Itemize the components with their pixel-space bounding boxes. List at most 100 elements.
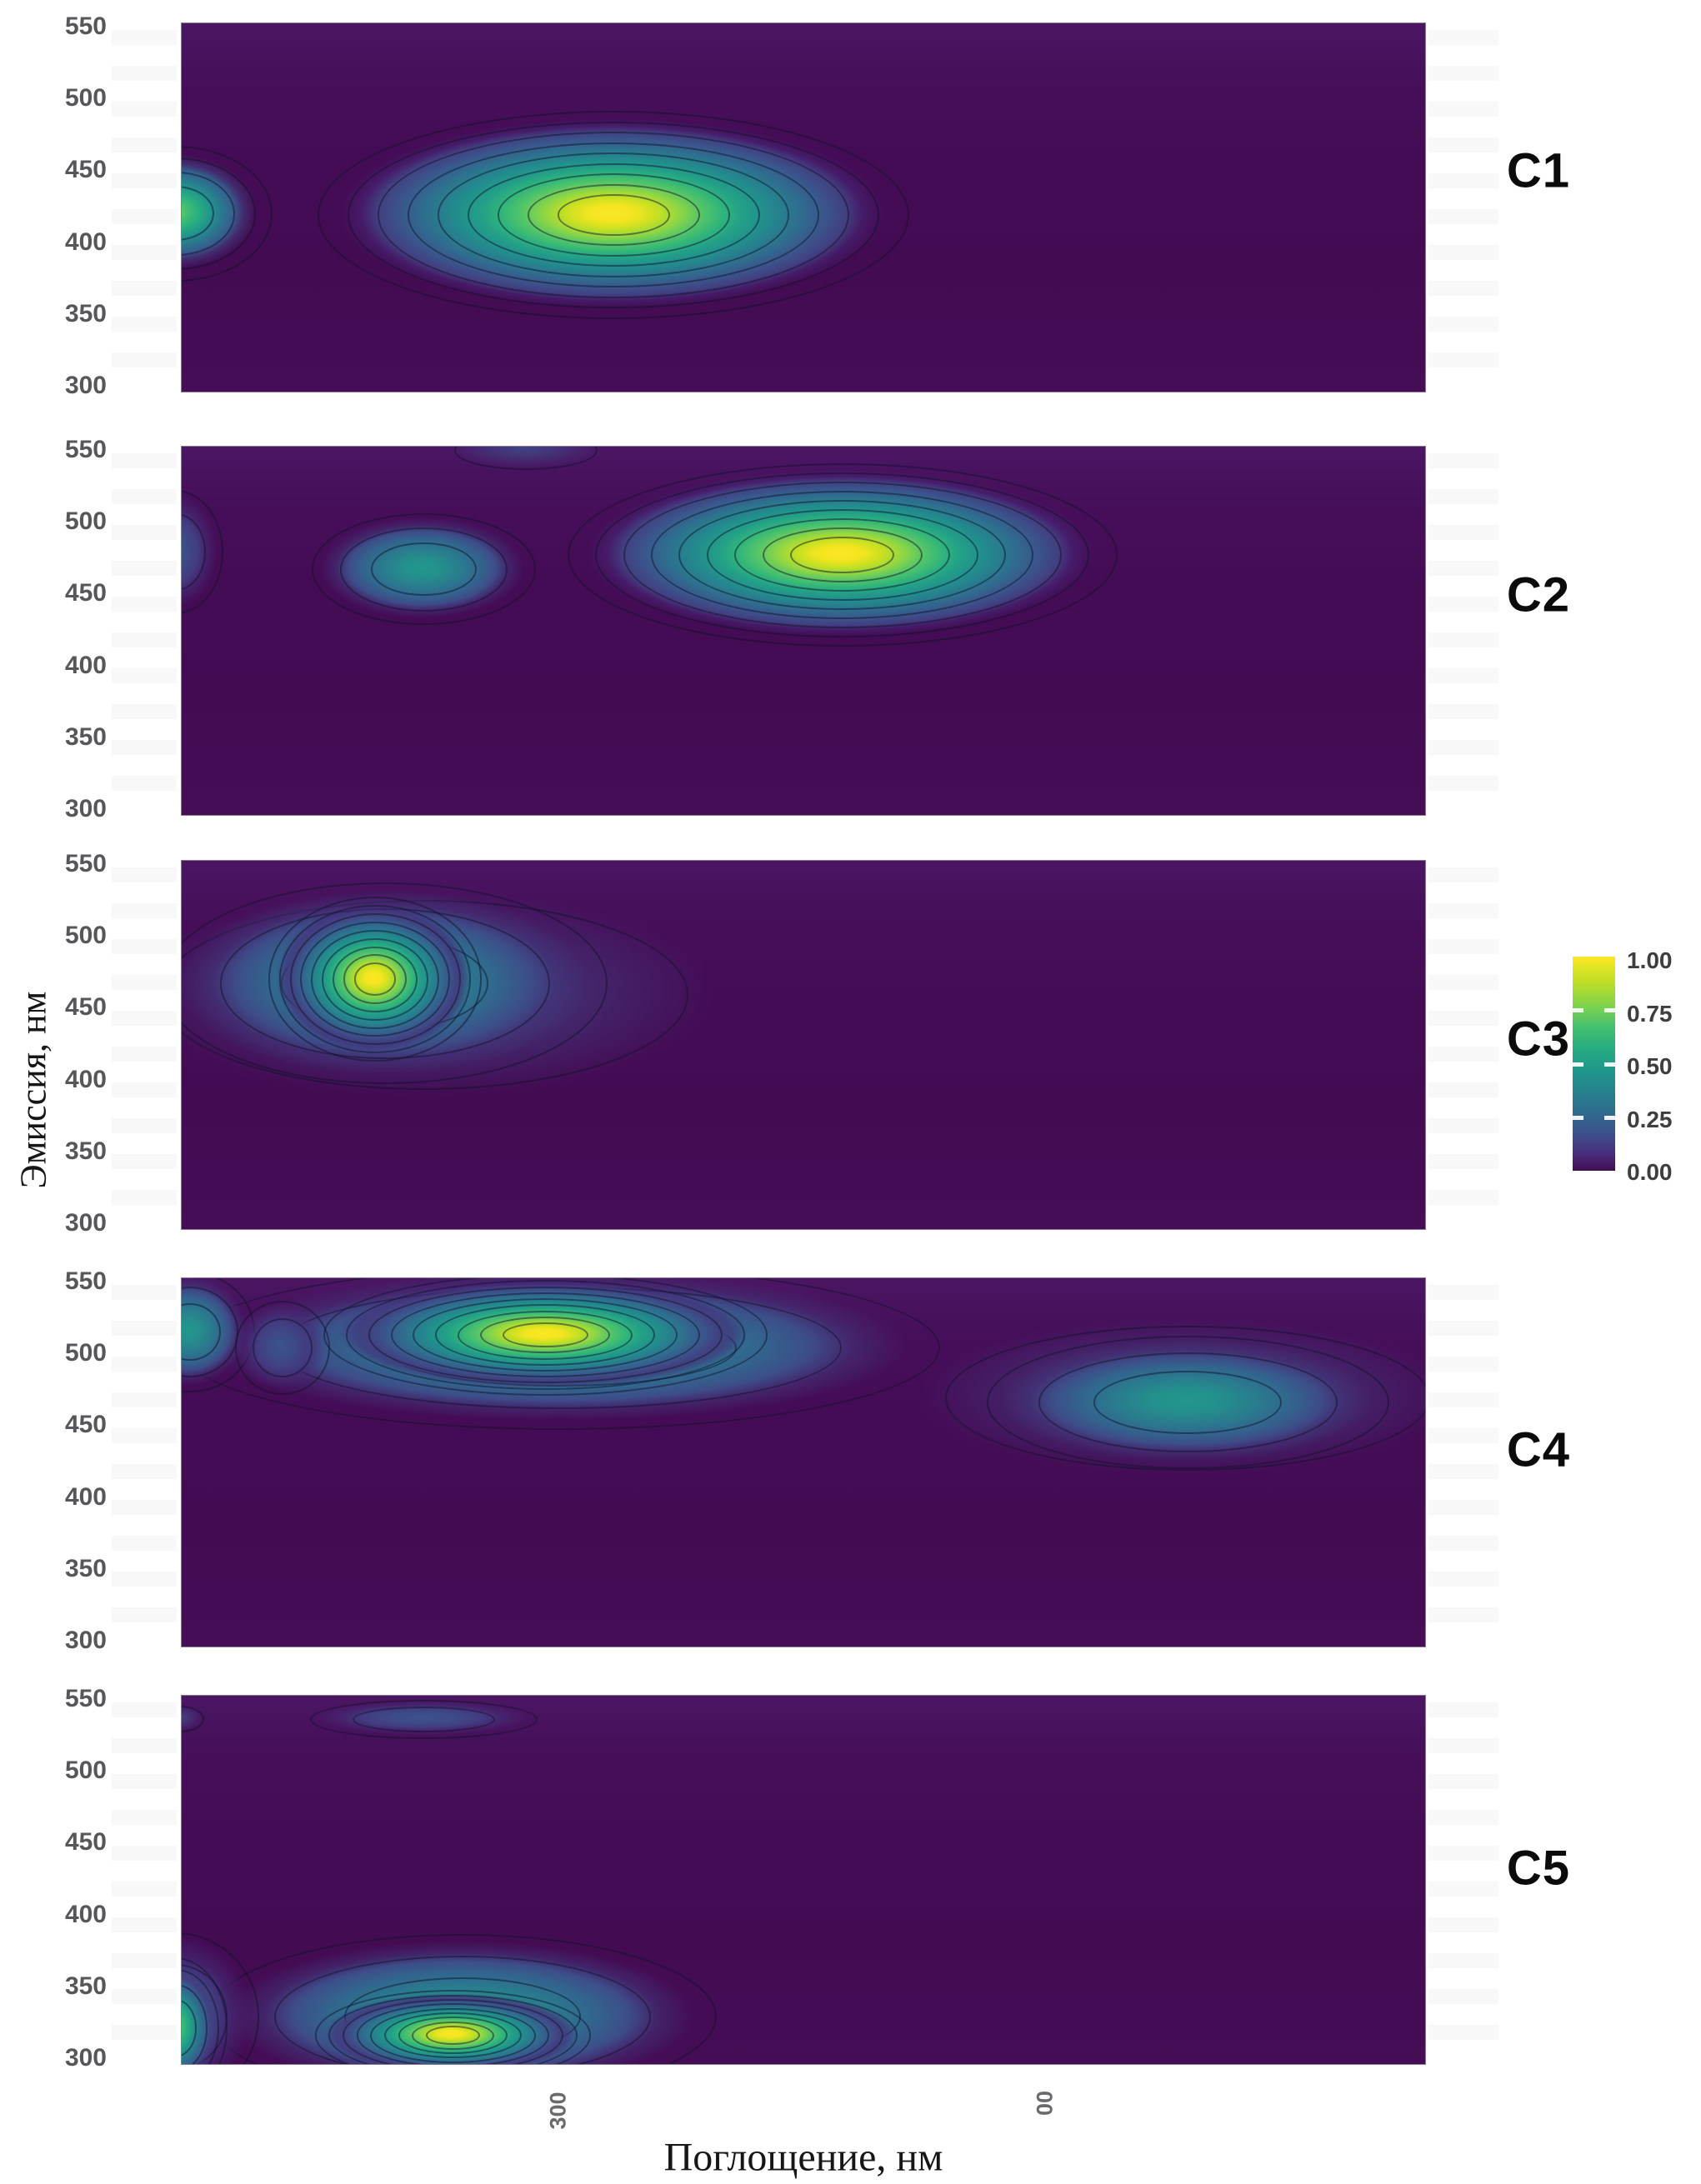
ghost-tick-row	[1428, 561, 1498, 576]
eem-panel-c1	[182, 23, 1425, 392]
ghost-tick-row	[1428, 632, 1498, 647]
ghost-tick-row	[112, 1118, 177, 1133]
y-tick-label: 300	[64, 371, 107, 399]
ghost-tick-row	[1428, 1154, 1498, 1169]
colorbar-tick-label: 0.50	[1627, 1053, 1673, 1079]
y-tick-label: 350	[64, 1137, 107, 1165]
y-tick-label: 500	[64, 84, 107, 112]
y-tick-label: 550	[64, 435, 107, 463]
x-axis-title: Поглощение, нм	[663, 2135, 943, 2180]
ghost-tick-row	[112, 561, 177, 576]
ghost-tick-row	[1428, 1321, 1498, 1336]
panel-label-c1: C1	[1506, 143, 1571, 198]
y-tick-label: 400	[64, 651, 107, 679]
ghost-tick-row	[112, 1953, 177, 1968]
ghost-tick-row	[112, 1738, 177, 1753]
ghost-tick-row	[1428, 1428, 1498, 1443]
ghost-tick-row	[112, 1607, 177, 1622]
eem-panel-c2	[182, 447, 1425, 815]
y-tick-label: 450	[64, 993, 107, 1022]
ghost-tick-row	[1428, 1607, 1498, 1622]
ghost-tick-row	[1428, 1118, 1498, 1133]
ghost-tick-row	[112, 281, 177, 296]
ghost-tick-row	[1428, 173, 1498, 188]
ghost-tick-row	[1428, 1357, 1498, 1372]
panel-label-c2: C2	[1506, 567, 1571, 622]
ghost-tick-row	[112, 30, 177, 45]
contour-ring	[234, 1301, 331, 1395]
contour-ring	[986, 1335, 1389, 1470]
ghost-tick-row	[1428, 1774, 1498, 1789]
x-tick-label: 300	[545, 2092, 571, 2130]
colorbar-tick	[1604, 1062, 1615, 1067]
ghost-tick-row	[112, 1011, 177, 1026]
y-tick-label: 550	[64, 1267, 107, 1295]
ghost-tick-row	[1428, 1810, 1498, 1825]
colorbar-tick	[1604, 1115, 1615, 1120]
y-tick-label: 300	[64, 1626, 107, 1654]
contour-ring	[454, 447, 598, 470]
ghost-tick-row	[112, 903, 177, 918]
ghost-tick-row	[1428, 30, 1498, 45]
ghost-tick-row	[112, 1321, 177, 1336]
ghost-tick-row	[1428, 137, 1498, 152]
x-tick-label: 00	[1032, 2090, 1058, 2117]
ghost-tick-row	[1428, 1082, 1498, 1097]
contour-ring	[567, 463, 1118, 647]
ghost-tick-row	[112, 704, 177, 719]
y-tick-label: 400	[64, 1900, 107, 1928]
y-tick-label: 400	[64, 1065, 107, 1093]
ghost-tick-row	[1428, 1953, 1498, 1968]
y-tick-label: 500	[64, 507, 107, 536]
contour-ring	[182, 490, 223, 615]
ghost-tick-row	[1428, 66, 1498, 81]
colorbar-tick-label: 0.00	[1627, 1159, 1673, 1185]
ghost-tick-row	[112, 1702, 177, 1717]
ghost-tick-row	[112, 1047, 177, 1062]
ghost-tick-row	[112, 525, 177, 540]
ghost-tick-row	[112, 317, 177, 332]
contour-ring	[312, 513, 536, 626]
y-tick-label: 500	[64, 1339, 107, 1367]
y-tick-label: 450	[64, 1411, 107, 1439]
ghost-tick-row	[1428, 1846, 1498, 1861]
ghost-tick-row	[1428, 1989, 1498, 2004]
ghost-tick-row	[112, 137, 177, 152]
y-tick-label: 300	[64, 794, 107, 822]
ghost-tick-row	[1428, 704, 1498, 719]
ghost-tick-row	[1428, 867, 1498, 882]
ghost-tick-row	[112, 1536, 177, 1551]
y-tick-label: 450	[64, 579, 107, 607]
y-tick-label: 500	[64, 922, 107, 950]
ghost-tick-row	[112, 740, 177, 755]
ghost-tick-row	[1428, 245, 1498, 260]
ghost-tick-row	[112, 975, 177, 990]
ghost-tick-row	[112, 1082, 177, 1097]
ghost-tick-row	[1428, 668, 1498, 683]
ghost-tick-row	[1428, 1500, 1498, 1515]
contour-ring	[318, 111, 910, 319]
ghost-tick-row	[112, 1392, 177, 1407]
contour-ring	[268, 897, 483, 1062]
y-tick-label: 550	[64, 1684, 107, 1712]
ghost-tick-row	[1428, 1464, 1498, 1479]
ghost-tick-row	[112, 939, 177, 954]
ghost-tick-row	[112, 1774, 177, 1789]
ghost-tick-row	[1428, 1536, 1498, 1551]
ghost-tick-row	[1428, 1011, 1498, 1026]
y-tick-label: 350	[64, 1554, 107, 1582]
ghost-tick-row	[1428, 1702, 1498, 1717]
colorbar-tick-label: 1.00	[1627, 947, 1673, 973]
y-tick-label: 350	[64, 1972, 107, 2000]
ghost-tick-row	[1428, 2025, 1498, 2040]
ghost-tick-row	[112, 1500, 177, 1515]
ghost-tick-row	[1428, 1572, 1498, 1587]
colorbar-tick	[1573, 1008, 1583, 1013]
ghost-tick-row	[112, 1428, 177, 1443]
ghost-tick-row	[112, 489, 177, 504]
ghost-tick-row	[1428, 102, 1498, 117]
ghost-tick-row	[112, 1810, 177, 1825]
contour-ring	[182, 146, 273, 282]
ghost-tick-row	[1428, 1285, 1498, 1300]
